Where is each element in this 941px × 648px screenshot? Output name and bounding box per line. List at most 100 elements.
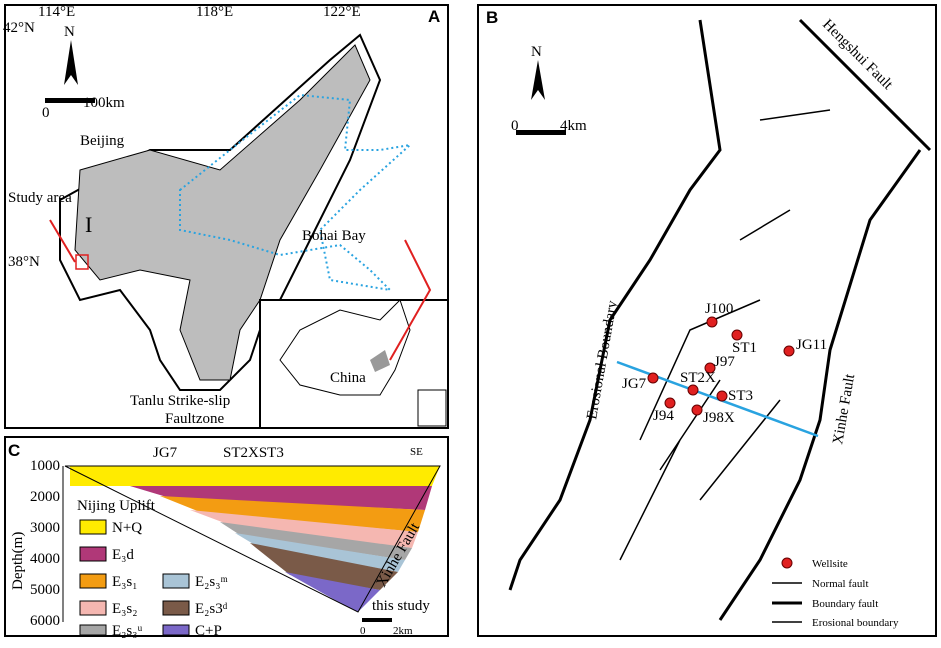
scale-bar	[516, 130, 566, 135]
scale-bar	[45, 98, 95, 103]
well-label: ST1	[732, 340, 757, 356]
fault-label: Faultzone	[165, 411, 224, 427]
region-label: I	[85, 212, 92, 237]
panel-b: J100 ST1 JG11 J97 JG7 ST2X ST3 J94 J98X …	[477, 4, 937, 637]
tick-label: 5000	[30, 582, 60, 598]
legend-label: Boundary fault	[812, 598, 878, 610]
well-label: J97	[714, 354, 735, 370]
well	[691, 404, 703, 416]
legend-swatch	[79, 546, 107, 562]
arrow	[49, 219, 76, 263]
layer-e2s3d	[250, 543, 398, 590]
lat-label: 38°N	[8, 254, 40, 270]
well-label: JG7	[153, 445, 178, 461]
well-label: J100	[705, 301, 733, 317]
legend-label: E₃s₁	[112, 574, 137, 590]
well	[664, 397, 676, 409]
layer-e2s3m	[235, 533, 405, 572]
legend-label: Normal fault	[812, 578, 869, 590]
study-label: this study	[372, 598, 430, 614]
panel-c: C Depth(m) 1000 2000 3000 4000 5000 6000…	[4, 436, 449, 639]
bohai-outline	[179, 93, 414, 292]
legend-swatch	[79, 624, 107, 636]
china-outline	[279, 299, 411, 396]
tick-label: 4000	[30, 551, 60, 567]
direction-label: SE	[410, 446, 423, 458]
legend-swatch	[162, 573, 190, 589]
tick-label: 1000	[30, 458, 60, 474]
inset-box	[417, 389, 447, 427]
fault-label: Tanlu Strike-slip	[130, 393, 230, 409]
layer-cp	[285, 572, 380, 612]
north-label: N	[64, 24, 75, 40]
scale-label: 2km	[393, 625, 413, 637]
normal-faults	[619, 109, 831, 561]
well	[687, 384, 699, 396]
tick-label: 3000	[30, 520, 60, 536]
study-box	[75, 254, 89, 270]
legend-label: E₃s₂	[112, 601, 137, 617]
legend-well	[781, 557, 793, 569]
panel-a: A 42°N 114°E 118°E 122°E N 0 100km Beiji…	[3, 4, 449, 429]
well-label: J94	[653, 408, 674, 424]
scale-label: 100km	[83, 95, 125, 111]
north-arrow	[531, 60, 545, 100]
legend-swatch	[79, 573, 107, 589]
well-label: ST2XST3	[223, 445, 284, 461]
uplift-area	[74, 44, 371, 381]
panel-label: B	[486, 8, 498, 27]
well	[731, 329, 743, 341]
legend-label: C+P	[195, 623, 222, 639]
well-label: J98X	[703, 410, 735, 426]
well-label: JG7	[622, 376, 647, 392]
layer-e2s3u	[220, 522, 412, 560]
well	[706, 316, 718, 328]
arrow	[389, 239, 432, 361]
well-label: ST3	[728, 388, 753, 404]
legend-label: Erosional boundary	[812, 617, 899, 629]
tick-label: 2000	[30, 489, 60, 505]
sea-label: Bohai Bay	[302, 228, 366, 244]
well	[783, 345, 795, 357]
layer-nq	[70, 466, 440, 486]
layer-e3s2	[190, 510, 418, 548]
legend-label: N+Q	[112, 520, 142, 536]
wells	[647, 316, 795, 416]
tick-label: 6000	[30, 613, 60, 629]
well	[647, 372, 659, 384]
erosional-boundary	[508, 19, 722, 591]
scale-label: 0	[360, 625, 366, 637]
xinhe-fault-line	[718, 149, 922, 621]
study-label: Study area	[8, 190, 72, 206]
panel-label: A	[428, 7, 440, 26]
north-arrow	[64, 40, 78, 85]
well	[716, 390, 728, 402]
scale-label: 0	[511, 118, 519, 134]
city-label: Beijing	[80, 133, 125, 149]
well-label: JG11	[796, 337, 827, 353]
legend-label: E₂s3ᵈ	[195, 601, 228, 617]
lon-label: 118°E	[196, 4, 233, 20]
legend: N+Q E₃d E₃s₁ E₂s₃ᵐ E₃s₂ E₂s3ᵈ E₂s₃ᵘ C+P	[79, 519, 228, 639]
panel-label: C	[8, 441, 20, 460]
hengshui-fault-line	[798, 18, 932, 152]
legend-label: E₂s₃ᵘ	[112, 623, 142, 639]
country-label: China	[330, 370, 366, 386]
lat-label: 42°N	[3, 20, 35, 36]
legend-label: E₂s₃ᵐ	[195, 574, 228, 590]
lon-label: 122°E	[323, 4, 361, 20]
lon-label: 114°E	[38, 4, 75, 20]
scale-label: 4km	[560, 118, 587, 134]
section-outline	[64, 465, 441, 613]
legend-swatch	[79, 519, 107, 535]
china-study	[370, 350, 390, 372]
legend-label: Wellsite	[812, 558, 848, 570]
legend-label: E₃d	[112, 547, 134, 563]
layer-e3d	[130, 486, 432, 510]
axis-title: Depth(m)	[10, 532, 26, 590]
well-label: ST2X	[680, 370, 716, 386]
uplift-label: Nijing Uplift	[77, 498, 156, 514]
scale-bar	[362, 618, 392, 622]
north-label: N	[531, 44, 542, 60]
layer-e3s1	[160, 496, 425, 532]
